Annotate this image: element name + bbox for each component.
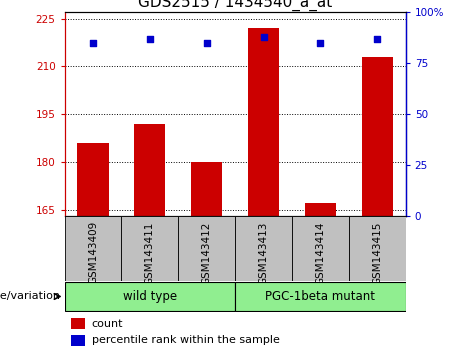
Point [373,36,381,42]
Point [317,40,324,46]
Bar [71,318,85,329]
Point [146,36,154,42]
Bar [305,203,336,216]
Text: GSM143409: GSM143409 [88,221,98,284]
Bar [349,216,406,281]
Text: GSM143411: GSM143411 [145,221,155,285]
Bar [361,57,393,216]
Bar [191,162,222,216]
Text: GSM143415: GSM143415 [372,221,382,285]
Bar [134,124,165,216]
Bar [248,28,279,216]
Bar [292,216,349,281]
Bar [121,216,178,281]
Text: percentile rank within the sample: percentile rank within the sample [92,335,280,346]
Point [203,40,210,46]
Bar [71,335,85,346]
Bar [178,216,235,281]
Bar [65,216,121,281]
Text: wild type: wild type [123,290,177,303]
Bar [235,216,292,281]
Bar [235,282,406,311]
Text: PGC-1beta mutant: PGC-1beta mutant [266,290,375,303]
Bar [77,143,109,216]
Text: genotype/variation: genotype/variation [0,291,60,302]
Text: count: count [92,319,124,329]
Text: GSM143414: GSM143414 [315,221,325,285]
Point [260,34,267,40]
Point [89,40,97,46]
Text: GSM143412: GSM143412 [201,221,212,285]
Text: GSM143413: GSM143413 [259,221,269,285]
Bar [65,282,235,311]
Title: GDS2515 / 1434540_a_at: GDS2515 / 1434540_a_at [138,0,332,11]
